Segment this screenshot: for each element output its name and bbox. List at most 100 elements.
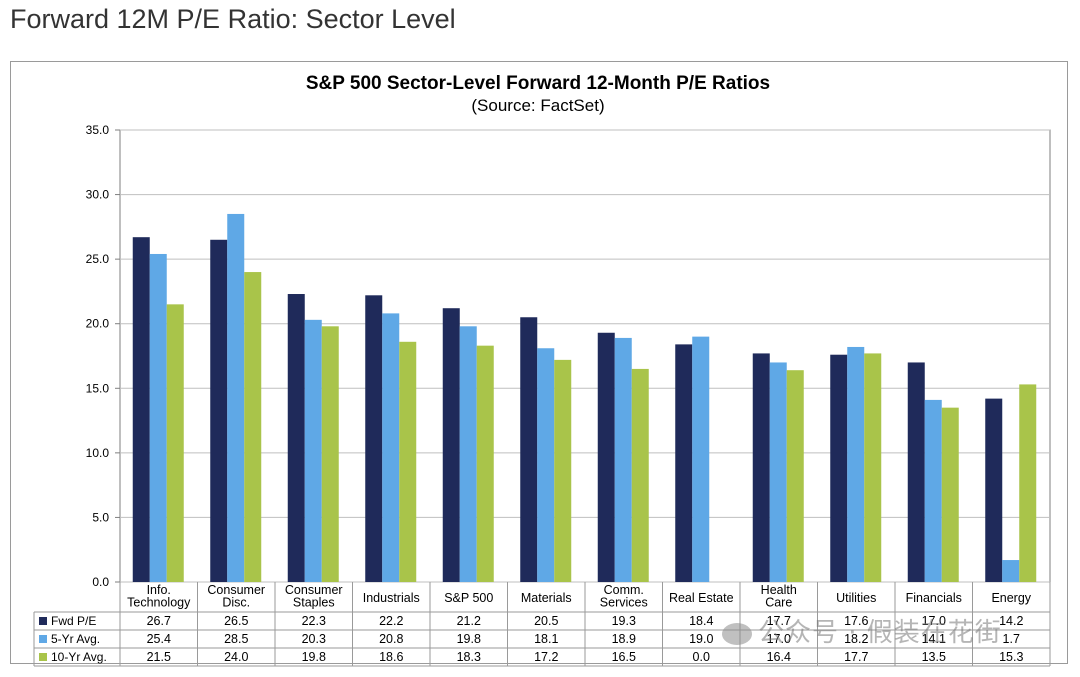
y-tick-label: 10.0 [86,446,110,460]
bar-2-5 [554,359,572,582]
data-label: 26.5 [224,614,248,628]
legend-swatch-2 [39,653,47,661]
watermark-text: 公众号 · 假装在花街 [758,618,1002,648]
data-label: 19.8 [302,650,326,664]
x-tick-label: Care [765,596,792,610]
legend-label: 5-Yr Avg. [51,632,100,646]
bar-1-6 [614,337,632,582]
data-label: 18.1 [534,632,558,646]
bar-0-9 [830,354,848,582]
data-label: 18.6 [379,650,403,664]
bar-2-0 [166,304,184,582]
bar-1-7 [692,336,710,582]
data-label: 19.8 [457,632,481,646]
data-label: 13.5 [922,650,946,664]
data-label: 14.1 [922,632,946,646]
data-label: 16.4 [767,650,791,664]
x-tick-label: Comm. [604,583,644,597]
y-tick-label: 15.0 [86,381,110,395]
x-tick-label: Utilities [836,591,876,605]
bar-2-3 [399,341,417,582]
x-tick-label: Real Estate [669,591,734,605]
y-tick-label: 20.0 [86,317,110,331]
data-label: 15.3 [999,650,1023,664]
y-tick-label: 0.0 [92,575,109,589]
bar-0-4 [442,308,460,582]
data-label: 20.5 [534,614,558,628]
bar-0-10 [907,362,925,582]
data-label: 19.0 [689,632,713,646]
x-tick-label: Services [600,596,648,610]
bar-2-9 [864,353,882,582]
legend-label: 10-Yr Avg. [51,650,107,664]
data-label: 17.0 [922,614,946,628]
data-label: 0.0 [693,650,710,664]
watermark: 公众号 · 假装在花街 [722,612,1002,649]
data-label: 22.3 [302,614,326,628]
bar-1-2 [304,319,322,582]
y-tick-label: 35.0 [86,123,110,137]
data-label: 20.8 [379,632,403,646]
bar-0-2 [287,294,305,582]
bar-0-7 [675,344,693,582]
x-tick-label: Disc. [222,596,250,610]
bar-1-11 [1002,560,1020,582]
bar-1-5 [537,348,555,582]
data-label: 19.3 [612,614,636,628]
data-label: 16.5 [612,650,636,664]
bar-2-11 [1019,384,1037,582]
bar-0-5 [520,317,538,582]
data-label: 17.0 [767,632,791,646]
data-label: 17.6 [844,614,868,628]
chart-title: S&P 500 Sector-Level Forward 12-Month P/… [306,73,770,94]
bar-0-11 [985,398,1003,582]
legend-swatch-1 [39,635,47,643]
bar-2-1 [244,272,262,582]
bar-2-2 [321,326,339,582]
bar-0-8 [752,353,770,582]
x-tick-label: Industrials [363,591,420,605]
x-tick-label: Consumer [285,583,343,597]
x-tick-label: Consumer [207,583,265,597]
data-label: 21.2 [457,614,481,628]
x-tick-label: Staples [293,596,335,610]
bar-2-6 [631,368,649,582]
bar-0-0 [132,237,150,582]
data-label: 1.7 [1003,632,1020,646]
bar-0-3 [365,295,383,582]
data-label: 18.9 [612,632,636,646]
bar-1-1 [227,213,245,582]
data-label: 18.4 [689,614,713,628]
data-label: 17.7 [844,650,868,664]
x-tick-label: Health [761,583,797,597]
data-label: 20.3 [302,632,326,646]
data-label: 14.2 [999,614,1023,628]
wechat-icon [722,622,752,645]
bar-2-4 [476,345,494,582]
bar-0-1 [210,239,228,582]
bar-1-10 [924,399,942,582]
data-label: 17.7 [767,614,791,628]
x-tick-label: Energy [991,591,1031,605]
x-tick-label: Materials [521,591,572,605]
page-heading: Forward 12M P/E Ratio: Sector Level [10,4,456,34]
bar-0-6 [597,332,615,582]
data-label: 28.5 [224,632,248,646]
x-tick-label: Info. [147,583,171,597]
x-tick-label: Financials [906,591,962,605]
data-label: 18.2 [844,632,868,646]
data-label: 21.5 [147,650,171,664]
data-label: 24.0 [224,650,248,664]
chart-subtitle: (Source: FactSet) [471,96,604,115]
bar-1-0 [149,253,167,582]
bar-1-3 [382,313,400,582]
y-tick-label: 5.0 [92,510,109,524]
bar-1-4 [459,326,477,582]
y-tick-label: 30.0 [86,188,110,202]
bar-1-9 [847,346,865,582]
bar-2-10 [941,407,959,582]
x-tick-label: S&P 500 [444,591,493,605]
data-label: 25.4 [147,632,171,646]
bar-2-8 [786,370,804,582]
data-label: 22.2 [379,614,403,628]
